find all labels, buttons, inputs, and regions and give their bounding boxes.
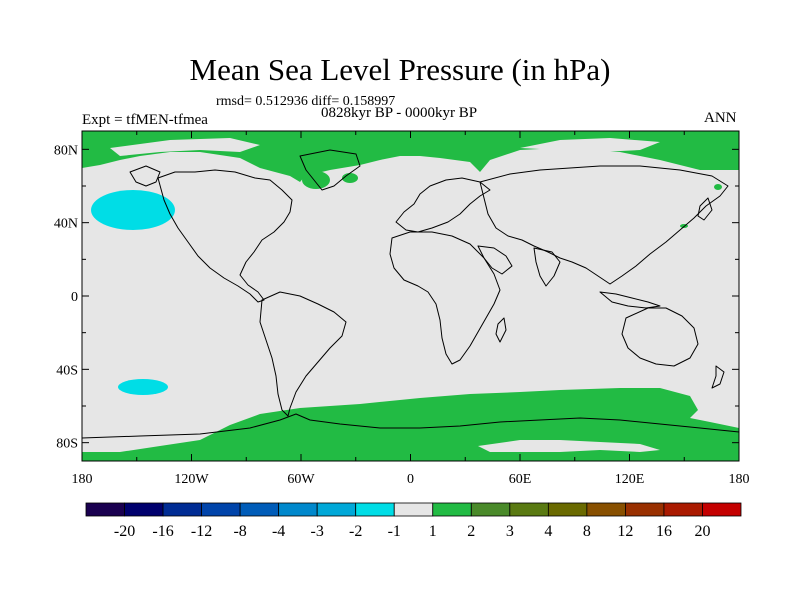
season-label: ANN — [704, 110, 737, 126]
colorbar-swatch — [201, 502, 241, 517]
colorbar-label: -2 — [349, 523, 362, 540]
stats-label: rmsd= 0.512936 diff= 0.158997 — [216, 94, 396, 109]
arctic-white-patch-east — [520, 138, 660, 152]
colorbar-label: 12 — [617, 523, 633, 540]
colorbar-swatch — [355, 502, 395, 517]
colorbar-swatch — [239, 502, 280, 517]
coastline-north-america — [157, 169, 293, 303]
colorbar-swatch — [702, 502, 742, 517]
colorbar-swatch — [85, 502, 125, 517]
colorbar-swatch — [663, 502, 703, 517]
colorbar: -20 -16 -12 -8 -4 -3 -2 -1 1 2 3 4 8 12 16 20 — [85, 502, 742, 540]
coastline-australia — [621, 307, 699, 367]
x-tick-label: 0 — [407, 472, 414, 487]
colorbar-swatch — [625, 502, 665, 517]
colorbar-swatch — [586, 502, 626, 517]
map-title: Mean Sea Level Pressure (in hPa) — [189, 52, 611, 87]
coastline-new-zealand — [711, 365, 725, 389]
colorbar-swatch — [162, 502, 202, 517]
map-panel — [81, 130, 740, 462]
iceland-positive-blob — [342, 173, 358, 183]
colorbar-label: 2 — [467, 523, 475, 540]
greenland-positive-blob — [302, 171, 330, 189]
y-tick-label: 80N — [54, 143, 78, 158]
colorbar-label: -4 — [272, 523, 285, 540]
x-tick-label: 120E — [615, 472, 645, 487]
y-tick-label: 40S — [56, 363, 78, 378]
coastlines — [81, 149, 740, 439]
coastline-alaska — [129, 165, 161, 187]
coastline-india — [533, 247, 561, 287]
coastline-europe — [395, 177, 491, 233]
x-tick-label: 180 — [72, 472, 93, 487]
antarctic-white-patch — [478, 440, 660, 452]
colorbar-label: -12 — [191, 523, 212, 540]
y-tick-label: 80S — [56, 437, 78, 452]
colorbar-label: 1 — [429, 523, 437, 540]
x-tick-label: 60W — [287, 472, 315, 487]
north-pacific-negative-blob — [91, 190, 175, 230]
colorbar-label: 8 — [583, 523, 591, 540]
y-tick-label: 0 — [71, 290, 78, 305]
arctic-white-patch — [110, 138, 260, 156]
colorbar-swatch — [316, 502, 357, 517]
colorbar-swatch — [509, 502, 549, 517]
colorbar-label: 20 — [694, 523, 710, 540]
colorbar-label: -3 — [311, 523, 324, 540]
x-axis: 180 120W 60W 0 60E 120E 180 — [72, 131, 750, 487]
period-label: 0828kyr BP - 0000kyr BP — [321, 105, 478, 121]
coastline-japan — [697, 197, 713, 221]
colorbar-label: 4 — [544, 523, 552, 540]
colorbar-swatch — [470, 502, 511, 517]
x-tick-label: 120W — [174, 472, 209, 487]
colorbar-label: 16 — [656, 523, 672, 540]
x-tick-label: 180 — [729, 472, 750, 487]
colorbar-swatch — [393, 502, 434, 517]
coastline-arabia — [477, 245, 513, 275]
colorbar-label: -1 — [388, 523, 401, 540]
colorbar-swatch — [124, 502, 164, 517]
colorbar-label: -16 — [152, 523, 173, 540]
colorbar-label: -8 — [233, 523, 246, 540]
coastline-africa — [389, 231, 501, 365]
coastline-south-america — [259, 291, 347, 417]
coastline-antarctica — [81, 413, 740, 439]
coastline-indonesia — [599, 291, 661, 309]
colorbar-label: -20 — [114, 523, 135, 540]
coastline-asia — [479, 165, 729, 285]
colorbar-swatch — [432, 502, 472, 517]
colorbar-swatch — [547, 502, 588, 517]
colorbar-label: 3 — [506, 523, 514, 540]
colorbar-swatch — [278, 502, 318, 517]
coastline-madagascar — [495, 317, 507, 343]
y-tick-label: 40N — [54, 217, 78, 232]
coastline-greenland — [299, 149, 361, 191]
y-axis: 80N 40N 0 40S 80S — [54, 143, 739, 452]
x-tick-label: 60E — [509, 472, 532, 487]
south-pacific-negative-blob — [118, 379, 168, 395]
japan-positive-blob — [714, 184, 722, 190]
experiment-label: Expt = tfMEN-tfmea — [82, 112, 208, 128]
